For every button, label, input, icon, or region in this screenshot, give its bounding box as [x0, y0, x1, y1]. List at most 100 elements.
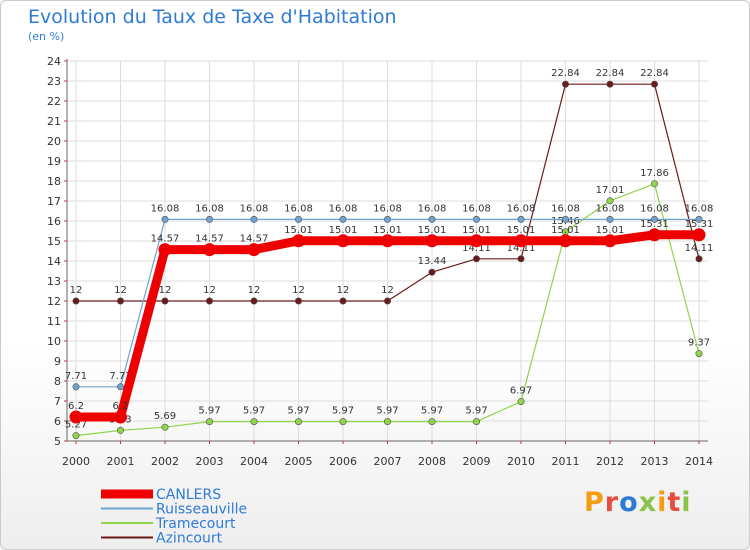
data-point-azincourt: [383, 297, 391, 305]
data-point-ruisseauville: [383, 215, 391, 223]
data-point-ruisseauville: [695, 215, 703, 223]
data-label-azincourt: 12: [70, 285, 83, 296]
data-point-ruisseauville: [428, 215, 436, 223]
data-point-canlers: [292, 234, 305, 248]
data-label-canlers: 15.01: [507, 225, 536, 236]
data-point-tramecourt: [517, 398, 525, 406]
data-label-ruisseauville: 16.08: [640, 203, 669, 214]
logo-letter: t: [667, 487, 682, 518]
legend-label-canlers: CANLERS: [156, 487, 221, 503]
data-point-canlers: [603, 234, 617, 248]
legend-label-ruisseauville: Ruisseauville: [156, 502, 247, 518]
data-point-azincourt: [650, 80, 658, 88]
data-point-ruisseauville: [206, 215, 214, 223]
data-point-canlers: [336, 234, 350, 248]
data-point-ruisseauville: [250, 215, 258, 223]
data-point-canlers: [203, 243, 216, 257]
data-point-ruisseauville: [117, 383, 125, 391]
data-point-azincourt: [161, 297, 169, 305]
data-point-azincourt: [517, 255, 525, 263]
data-label-ruisseauville: 16.08: [551, 203, 580, 214]
data-point-tramecourt: [383, 418, 391, 426]
y-tick-label: 21: [47, 115, 61, 128]
data-point-canlers: [381, 234, 394, 248]
data-point-tramecourt: [117, 426, 125, 434]
data-label-canlers: 6.2: [113, 401, 129, 412]
data-point-azincourt: [294, 297, 302, 305]
data-label-tramecourt: 5.97: [287, 406, 309, 417]
data-label-canlers: 15.01: [551, 225, 580, 236]
data-label-tramecourt: 5.97: [376, 406, 398, 417]
data-point-tramecourt: [695, 350, 703, 358]
data-label-tramecourt: 5.97: [465, 406, 487, 417]
data-label-tramecourt: 5.69: [154, 411, 176, 422]
x-tick-label: 2009: [463, 455, 491, 468]
proxiti-logo: Proxiti: [584, 487, 692, 518]
data-point-azincourt: [339, 297, 347, 305]
data-point-canlers: [692, 228, 706, 242]
data-point-canlers: [114, 410, 127, 424]
data-point-azincourt: [72, 297, 80, 305]
x-tick-label: 2010: [507, 455, 535, 468]
y-tick-label: 23: [47, 75, 61, 88]
data-label-tramecourt: 5.97: [421, 406, 443, 417]
y-tick-label: 7: [54, 395, 61, 408]
data-point-tramecourt: [250, 418, 258, 426]
data-point-tramecourt: [472, 418, 480, 426]
data-label-canlers: 15.01: [373, 225, 402, 236]
data-point-tramecourt: [72, 432, 80, 440]
data-point-tramecourt: [161, 423, 169, 431]
data-point-azincourt: [250, 297, 258, 305]
y-tick-label: 18: [47, 175, 61, 188]
data-label-tramecourt: 6.97: [510, 386, 532, 397]
y-tick-label: 14: [47, 255, 61, 268]
data-label-tramecourt: 5.27: [65, 420, 87, 431]
y-tick-label: 24: [47, 55, 61, 68]
data-point-canlers: [158, 243, 172, 257]
data-point-tramecourt: [206, 418, 214, 426]
data-point-ruisseauville: [606, 215, 614, 223]
data-point-canlers: [425, 234, 439, 248]
y-tick-label: 15: [47, 235, 61, 248]
logo-letter: o: [619, 487, 639, 518]
x-tick-label: 2004: [240, 455, 268, 468]
data-label-azincourt: 14.11: [685, 243, 714, 254]
data-label-canlers: 6.2: [68, 401, 84, 412]
data-label-azincourt: 12: [203, 285, 216, 296]
data-point-ruisseauville: [561, 215, 569, 223]
y-tick-label: 5: [54, 435, 61, 448]
y-tick-label: 11: [47, 315, 61, 328]
data-label-ruisseauville: 7.71: [65, 371, 87, 382]
data-label-canlers: 15.31: [685, 219, 714, 230]
data-point-azincourt: [117, 297, 125, 305]
data-label-canlers: 14.57: [240, 234, 269, 245]
data-label-ruisseauville: 16.08: [373, 203, 402, 214]
data-label-ruisseauville: 16.08: [195, 203, 224, 214]
data-point-canlers: [69, 410, 83, 424]
data-point-azincourt: [561, 80, 569, 88]
data-point-ruisseauville: [294, 215, 302, 223]
legend-label-azincourt: Azincourt: [156, 531, 223, 547]
x-tick-label: 2007: [374, 455, 402, 468]
y-tick-label: 10: [47, 335, 61, 348]
data-label-tramecourt: 9.37: [688, 338, 710, 349]
data-point-ruisseauville: [161, 215, 169, 223]
data-label-azincourt: 12: [159, 285, 172, 296]
data-point-ruisseauville: [472, 215, 480, 223]
data-label-azincourt: 22.84: [596, 68, 625, 79]
logo-letter: P: [584, 487, 605, 518]
data-label-canlers: 15.01: [596, 225, 625, 236]
y-tick-label: 19: [47, 155, 61, 168]
data-label-tramecourt: 17.86: [640, 168, 669, 179]
data-point-azincourt: [206, 297, 214, 305]
data-point-canlers: [514, 234, 528, 248]
data-label-azincourt: 22.84: [640, 68, 669, 79]
x-tick-label: 2008: [418, 455, 446, 468]
logo-letter: r: [604, 487, 620, 518]
chart-title: Evolution du Taux de Taxe d'Habitation: [28, 6, 397, 28]
data-label-azincourt: 12: [114, 285, 127, 296]
data-point-azincourt: [606, 80, 614, 88]
x-tick-label: 2006: [329, 455, 357, 468]
